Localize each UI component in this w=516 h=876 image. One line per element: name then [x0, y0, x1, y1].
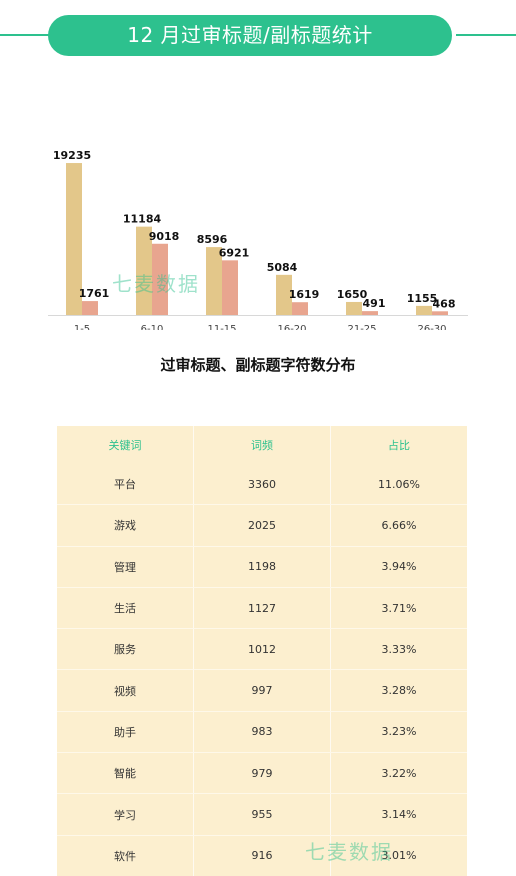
banner-line-right: [456, 34, 516, 36]
table-row: 平台 3360 11.06%: [57, 464, 467, 505]
table-row: 游戏 2025 6.66%: [57, 504, 467, 546]
cell-keyword: 游戏: [114, 519, 136, 533]
data-label-series2-16-20: 1619: [289, 288, 320, 301]
bar-series1-1-5: [66, 163, 82, 315]
cell-share: 6.66%: [330, 505, 467, 546]
banner-line-left: [0, 34, 60, 36]
x-tick-label-6-10: 6-10: [141, 324, 164, 330]
cell-keyword: 智能: [114, 767, 136, 781]
bar-series2-16-20: [292, 302, 308, 315]
data-label-series1-16-20: 5084: [267, 261, 298, 274]
bar-series2-1-5: [82, 301, 98, 315]
bar-series2-21-25: [362, 311, 378, 315]
data-label-series2-21-25: 491: [363, 297, 386, 310]
table-body: 平台 3360 11.06% 游戏 2025 6.66% 管理 1198 3.94% 生活 1127…: [57, 464, 467, 876]
header-frequency: 词频: [193, 426, 330, 464]
data-label-series2-26-30: 468: [433, 297, 456, 310]
table-row: 助手 983 3.23%: [57, 710, 467, 753]
cell-keyword: 平台: [114, 478, 136, 492]
cell-share: 3.23%: [330, 711, 467, 753]
table-row: 生活 1127 3.71%: [57, 586, 467, 629]
cell-share: 3.33%: [330, 629, 467, 670]
cell-share: 3.71%: [330, 587, 467, 629]
data-label-series1-26-30: 1155: [407, 292, 438, 305]
bar-series2-6-10: [152, 243, 168, 315]
x-tick-label-11-15: 11-15: [207, 324, 236, 330]
cell-frequency: 2025: [193, 505, 330, 546]
cell-keyword: 服务: [114, 643, 136, 657]
x-tick-label-1-5: 1-5: [74, 324, 90, 330]
table-row: 服务 1012 3.33%: [57, 628, 467, 670]
bar-series1-21-25: [346, 301, 362, 315]
table-row: 软件 916 3.01%: [57, 834, 467, 876]
cell-frequency: 1198: [193, 546, 330, 587]
data-label-series2-1-5: 1761: [79, 287, 110, 300]
x-tick-label-16-20: 16-20: [277, 324, 306, 330]
data-label-series2-11-15: 6921: [219, 246, 250, 259]
header-share: 占比: [330, 426, 467, 464]
cell-frequency: 983: [193, 711, 330, 753]
table-row: 智能 979 3.22%: [57, 752, 467, 794]
table-header-row: 关键词 词频 占比: [57, 426, 467, 464]
cell-frequency: 997: [193, 670, 330, 711]
cell-keyword: 学习: [114, 808, 136, 822]
cell-frequency: 979: [193, 753, 330, 794]
cell-share: 3.94%: [330, 546, 467, 587]
watermark-chart: 七麦数据: [112, 272, 200, 296]
cell-share: 3.28%: [330, 670, 467, 711]
table-row: 管理 1198 3.94%: [57, 545, 467, 587]
data-label-series2-6-10: 9018: [149, 230, 180, 243]
cell-frequency: 1127: [193, 587, 330, 629]
bar-series1-6-10: [136, 226, 152, 315]
cell-frequency: 955: [193, 794, 330, 835]
cell-keyword: 助手: [114, 725, 136, 739]
table-row: 学习 955 3.14%: [57, 793, 467, 835]
bar-series1-26-30: [416, 305, 432, 315]
table-row: 视频 997 3.28%: [57, 669, 467, 711]
data-label-series1-1-5: 19235: [53, 149, 91, 162]
data-label-series1-11-15: 8596: [197, 233, 228, 246]
page-title: 12 月过审标题/副标题统计: [48, 15, 452, 56]
cell-share: 11.06%: [330, 464, 467, 505]
cell-keyword: 视频: [114, 684, 136, 698]
x-tick-label-21-25: 21-25: [347, 324, 376, 330]
data-label-series1-6-10: 11184: [123, 213, 162, 226]
watermark-table: 七麦数据: [305, 840, 393, 864]
keyword-table: 关键词 词频 占比 平台 3360 11.06% 游戏 2025 6.66% 管理 1198 3…: [57, 426, 467, 876]
chart-title: 过审标题、副标题字符数分布: [160, 356, 356, 374]
cell-keyword: 生活: [114, 602, 136, 616]
cell-share: 3.14%: [330, 794, 467, 835]
cell-frequency: 1012: [193, 629, 330, 670]
cell-frequency: 3360: [193, 464, 330, 505]
cell-keyword: 管理: [114, 560, 136, 574]
bar-series2-11-15: [222, 260, 238, 315]
header-keyword: 关键词: [108, 439, 142, 452]
bar-series1-11-15: [206, 247, 222, 315]
cell-frequency: 916: [193, 835, 330, 876]
data-label-series1-21-25: 1650: [337, 288, 368, 301]
x-tick-label-26-30: 26-30: [417, 324, 446, 330]
cell-share: 3.22%: [330, 753, 467, 794]
bar-series1-16-20: [276, 274, 292, 315]
bar-series2-26-30: [432, 311, 448, 315]
cell-keyword: 软件: [114, 849, 136, 863]
cell-share: 3.01%: [330, 835, 467, 876]
